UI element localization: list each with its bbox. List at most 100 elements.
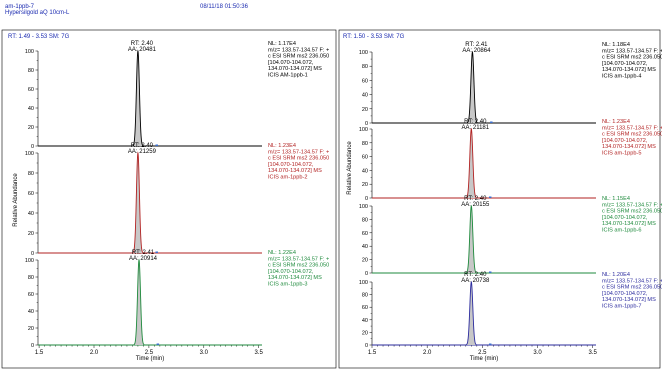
y-tick-label: 20 xyxy=(362,258,368,264)
y-tick-label: 100 xyxy=(359,50,368,56)
peak-tail-marker xyxy=(156,343,160,345)
y-tick-label: 80 xyxy=(362,141,368,147)
y-tick-label: 80 xyxy=(28,171,34,177)
trace-nl-label: NL: 1.23E4 xyxy=(268,143,296,149)
x-axis-title: Time (min) xyxy=(136,356,164,362)
panel-range-label: RT: 1.50 - 3.53 SM: 7G xyxy=(343,34,405,40)
trace-info-line: c ESI SRM ms2 236.050 xyxy=(602,132,662,138)
y-tick-label: 40 xyxy=(28,309,34,315)
panel-frame xyxy=(1,29,337,369)
trace-info-line: c ESI SRM ms2 236.050 xyxy=(268,263,329,269)
y-tick-label: 0 xyxy=(365,196,368,202)
peak-tail-marker xyxy=(488,343,492,345)
x-tick-label: 1.5 xyxy=(368,350,377,356)
peak-aa-label: AA: 21259 xyxy=(128,149,157,155)
trace-info-line: [104.070-104.072, xyxy=(602,61,648,67)
y-tick-label: 20 xyxy=(28,326,34,332)
trace-info-line: m/z= 133.57-134.57 F: + xyxy=(602,278,662,284)
y-tick-label: 80 xyxy=(28,68,34,74)
peak-area xyxy=(129,260,149,345)
peak-aa-label: AA: 20155 xyxy=(461,202,490,208)
peak-aa-label: AA: 20738 xyxy=(461,278,490,284)
y-tick-label: 60 xyxy=(362,305,368,311)
trace-info-line: ICIS am-1ppb-4 xyxy=(602,74,641,80)
y-tick-label: 100 xyxy=(359,280,368,286)
y-tick-label: 80 xyxy=(362,293,368,299)
y-tick-label: 100 xyxy=(359,204,368,210)
trace-info-line: m/z= 133.57-134.57 F: + xyxy=(268,256,329,262)
peak-tail-marker xyxy=(155,251,158,253)
y-tick-label: 40 xyxy=(28,106,34,112)
y-tick-label: 0 xyxy=(365,121,368,127)
y-tick-label: 60 xyxy=(28,191,34,197)
y-tick-label: 0 xyxy=(31,343,34,349)
y-tick-label: 20 xyxy=(362,182,368,188)
trace-info-line: [104.070-104.072, xyxy=(602,138,648,144)
y-tick-label: 80 xyxy=(28,275,34,281)
y-tick-label: 60 xyxy=(362,155,368,161)
trace-info-line: c ESI SRM ms2 236.050 xyxy=(602,55,662,61)
panel-1: RT: 1.49 - 3.53 SM: 7G 1.5 2.0 2.5 3.0 3.5 Tim… xyxy=(1,29,337,369)
trace-info-line: m/z= 133.57-134.57 F: + xyxy=(602,48,662,54)
trace-info-line: c ESI SRM ms2 236.050 xyxy=(268,54,329,60)
peak-line xyxy=(461,280,482,346)
x-tick-label: 1.5 xyxy=(35,350,44,356)
trace-info-line: 134.070-134.072] MS xyxy=(602,297,656,303)
peak-aa-label: AA: 20914 xyxy=(129,256,158,262)
peak-line xyxy=(128,49,148,147)
trace-info-line: c ESI SRM ms2 236.050 xyxy=(602,209,662,215)
peak-tail-marker xyxy=(488,271,492,273)
x-tick-label: 3.0 xyxy=(533,350,542,356)
peak-rt-label: RT: 2.40 xyxy=(464,196,487,202)
header-datetime: 08/11/18 01:50:36 xyxy=(200,4,248,10)
peak-area xyxy=(128,153,148,253)
peak-tail-marker xyxy=(490,121,493,123)
y-tick-label: 60 xyxy=(362,78,368,84)
trace-info-line: 134.070-134.072] MS xyxy=(268,275,322,281)
trace-info-line: [104.070-104.072, xyxy=(268,60,314,66)
header-filename: am-1ppb-7 xyxy=(5,4,35,10)
trace-info-line: ICIS am-1ppb-3 xyxy=(268,282,307,288)
y-tick-label: 80 xyxy=(362,217,368,223)
x-tick-label: 2.0 xyxy=(90,350,99,356)
peak-tail-marker xyxy=(155,144,158,146)
peak-rt-label: RT: 2.40 xyxy=(131,41,154,47)
trace-nl-label: NL: 1.15E4 xyxy=(602,196,630,202)
y-tick-label: 0 xyxy=(31,251,34,257)
peak-area xyxy=(128,51,148,146)
peak-aa-label: AA: 20864 xyxy=(462,48,491,54)
trace-info-line: ICIS am-1ppb-6 xyxy=(602,228,641,234)
y-tick-label: 60 xyxy=(28,292,34,298)
trace-info-line: 134.070-134.072] MS xyxy=(268,168,322,174)
y-tick-label: 40 xyxy=(362,244,368,250)
y-tick-label: 20 xyxy=(362,330,368,336)
y-tick-label: 60 xyxy=(362,231,368,237)
peak-rt-label: RT: 2.41 xyxy=(465,42,488,48)
peak-area xyxy=(461,129,482,198)
y-tick-label: 40 xyxy=(362,93,368,99)
peak-aa-label: AA: 20481 xyxy=(128,47,157,53)
trace-info-line: 134.070-134.072] MS xyxy=(602,221,656,227)
peak-line xyxy=(461,204,482,274)
peak-area xyxy=(461,206,482,273)
trace-info-line: m/z= 133.57-134.57 F: + xyxy=(268,149,329,155)
y-tick-label: 100 xyxy=(25,151,34,157)
trace-info-line: 134.070-134.072] MS xyxy=(602,67,656,73)
x-tick-label: 2.5 xyxy=(145,350,154,356)
trace-nl-label: NL: 1.17E4 xyxy=(268,41,296,47)
y-axis-title: Relative Abundance xyxy=(347,141,353,195)
peak-line xyxy=(461,127,482,199)
y-tick-label: 20 xyxy=(28,125,34,131)
trace-info-line: m/z= 133.57-134.57 F: + xyxy=(602,202,662,208)
peak-aa-label: AA: 21181 xyxy=(462,125,490,131)
trace-info-line: ICIS am-1ppb-2 xyxy=(268,175,307,181)
header-method: Hypersilgold aQ 10cm-L xyxy=(5,10,70,16)
y-tick-label: 60 xyxy=(28,87,34,93)
